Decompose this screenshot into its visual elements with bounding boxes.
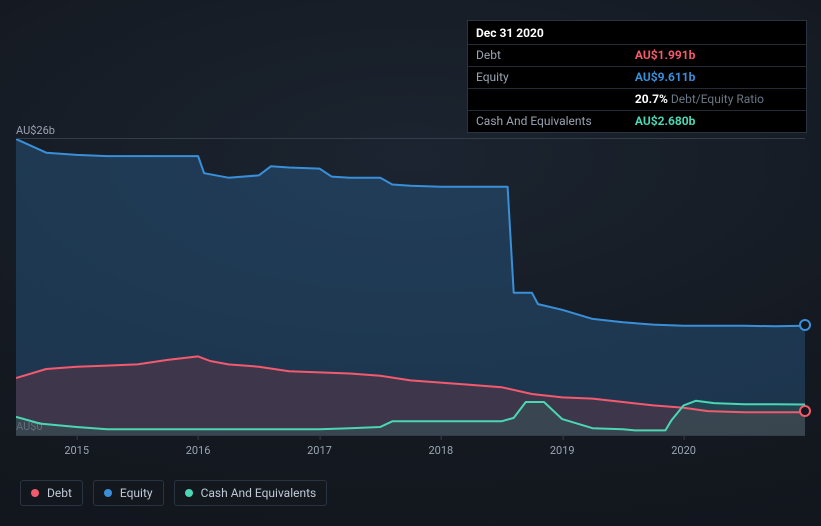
chart-container: Dec 31 2020 DebtAU$1.991bEquityAU$9.611b… (0, 0, 821, 526)
x-tick-label: 2018 (428, 444, 453, 457)
x-tick-label: 2017 (307, 444, 332, 457)
legend-label: Cash And Equivalents (201, 486, 317, 500)
tooltip-row-label: Equity (468, 67, 627, 89)
plot-area[interactable] (16, 138, 805, 436)
end-marker-debt (799, 405, 811, 417)
legend: Debt Equity Cash And Equivalents (20, 480, 327, 506)
tooltip-row-label: Debt (468, 45, 627, 67)
legend-item-debt[interactable]: Debt (20, 480, 83, 506)
x-axis: 2015 2016 2017 2018 2019 2020 (16, 444, 805, 464)
tooltip-row-label (468, 89, 627, 111)
tooltip-date: Dec 31 2020 (468, 21, 806, 44)
x-tick-label: 2015 (64, 444, 89, 457)
end-marker-equity (799, 319, 811, 331)
tooltip-row-value: AU$9.611b (627, 67, 806, 89)
legend-label: Debt (47, 486, 72, 500)
debt-legend-dot-icon (31, 489, 39, 497)
tooltip-row-value: AU$2.680b (627, 111, 806, 133)
legend-item-equity[interactable]: Equity (93, 480, 164, 506)
x-tick-label: 2020 (671, 444, 696, 457)
tooltip-row-value: 20.7% Debt/Equity Ratio (627, 89, 806, 111)
y-tick-label: AU$26b (16, 124, 55, 137)
legend-label: Equity (120, 486, 153, 500)
tooltip-table: DebtAU$1.991bEquityAU$9.611b20.7% Debt/E… (468, 44, 806, 132)
x-tick-label: 2019 (550, 444, 575, 457)
chart-svg (16, 139, 805, 435)
equity-legend-dot-icon (104, 489, 112, 497)
tooltip-row-label: Cash And Equivalents (468, 111, 627, 133)
tooltip-row-value: AU$1.991b (627, 45, 806, 67)
hover-tooltip: Dec 31 2020 DebtAU$1.991bEquityAU$9.611b… (467, 20, 807, 133)
legend-item-cash[interactable]: Cash And Equivalents (174, 480, 328, 506)
x-tick-label: 2016 (186, 444, 211, 457)
cash-legend-dot-icon (185, 489, 193, 497)
